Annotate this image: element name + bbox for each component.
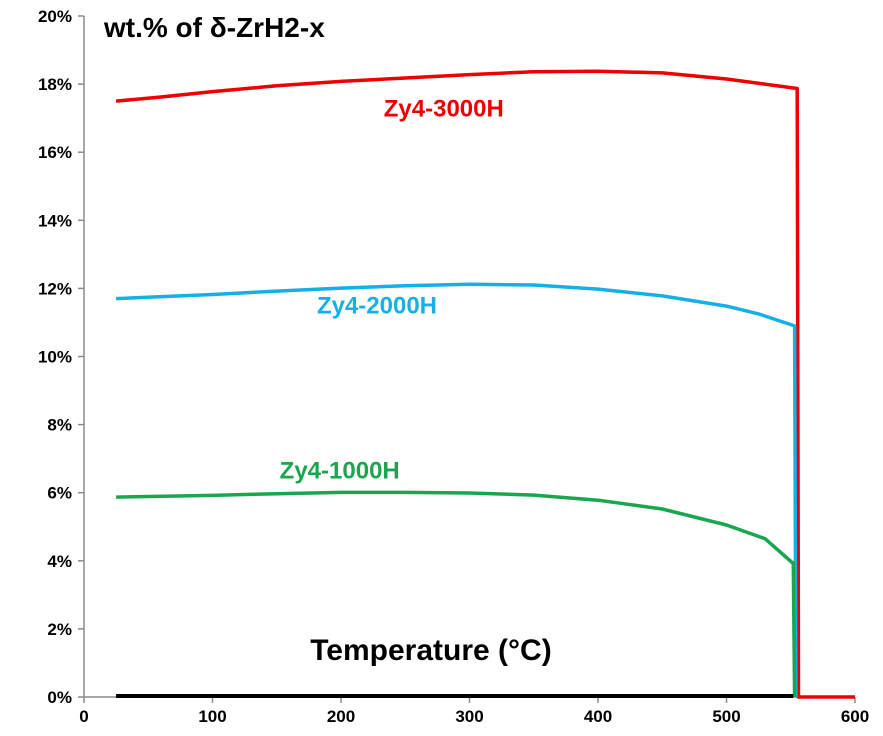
y-tick-label: 2% [47,620,72,639]
y-tick-label: 8% [47,416,72,435]
series-label-zy4-1000h: Zy4-1000H [280,457,400,484]
x-tick-label: 300 [455,707,483,726]
series-line-zy4-1000h [116,490,797,698]
x-tick-label: 200 [327,707,355,726]
series-label-zy4-3000h: Zy4-3000H [384,95,504,122]
y-tick-label: 0% [47,688,72,707]
y-tick-label: 20% [38,7,72,26]
x-tick-label: 400 [584,707,612,726]
x-axis-title: Temperature (°C) [310,634,551,667]
x-tick-label: 100 [198,707,226,726]
y-tick-label: 6% [47,484,72,503]
series-line-zy4-2000h [116,282,798,698]
chart-title: wt.% of δ-ZrH2-x [103,12,325,43]
x-tick-label: 0 [79,707,88,726]
y-tick-label: 12% [38,279,72,298]
x-tick-label: 500 [712,707,740,726]
series-label-zy4-2000h: Zy4-2000H [317,292,437,319]
series-line-zy4-3000h [115,69,855,699]
y-tick-label: 14% [38,211,72,230]
y-tick-label: 16% [38,143,72,162]
axes: 0% 2% 4% 6% 8% 10% 12% 14% 16% 18% 20% 0 100 200 300 40… [38,7,869,726]
annotations: Zy4-3000H Zy4-2000H Zy4-1000H Temperature (… [280,95,552,666]
y-tick-label: 18% [38,75,72,94]
y-tick-label: 4% [47,552,72,571]
y-tick-label: 10% [38,348,72,367]
series-group [115,69,855,699]
x-tick-label: 600 [841,707,869,726]
